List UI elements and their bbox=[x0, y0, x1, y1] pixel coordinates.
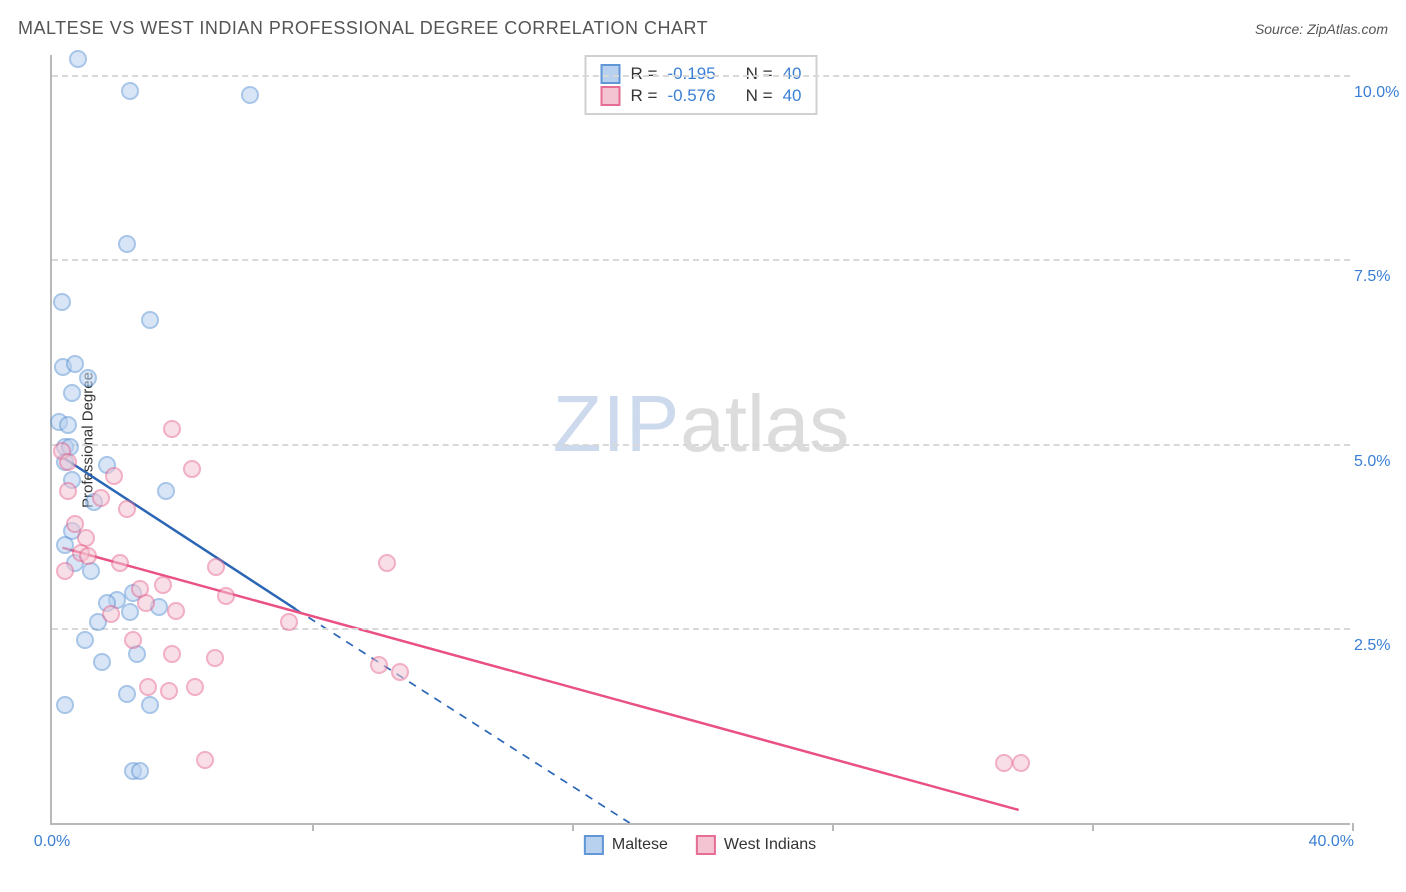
scatter-point bbox=[160, 682, 178, 700]
scatter-point bbox=[102, 605, 120, 623]
scatter-point bbox=[141, 696, 159, 714]
scatter-point bbox=[92, 489, 110, 507]
legend-r-value: -0.576 bbox=[667, 86, 715, 106]
y-tick-label: 5.0% bbox=[1354, 453, 1400, 471]
scatter-point bbox=[131, 762, 149, 780]
legend-correlation: R =-0.195N =40R =-0.576N =40 bbox=[585, 55, 818, 115]
legend-label: West Indians bbox=[724, 836, 816, 854]
legend-r-label: R = bbox=[631, 86, 658, 106]
page-title: MALTESE VS WEST INDIAN PROFESSIONAL DEGR… bbox=[18, 18, 708, 39]
scatter-point bbox=[154, 576, 172, 594]
y-tick-label: 7.5% bbox=[1354, 268, 1400, 286]
scatter-point bbox=[183, 460, 201, 478]
scatter-point bbox=[111, 554, 129, 572]
scatter-point bbox=[56, 562, 74, 580]
scatter-point bbox=[56, 696, 74, 714]
scatter-point bbox=[59, 453, 77, 471]
scatter-point bbox=[157, 482, 175, 500]
scatter-point bbox=[63, 384, 81, 402]
scatter-point bbox=[137, 594, 155, 612]
scatter-point bbox=[163, 645, 181, 663]
scatter-point bbox=[121, 82, 139, 100]
scatter-point bbox=[118, 685, 136, 703]
scatter-point bbox=[76, 631, 94, 649]
legend-n-label: N = bbox=[746, 86, 773, 106]
scatter-point bbox=[118, 235, 136, 253]
scatter-point bbox=[241, 86, 259, 104]
scatter-point bbox=[118, 500, 136, 518]
x-tick-mark bbox=[1352, 823, 1354, 831]
scatter-point bbox=[370, 656, 388, 674]
x-tick-mark bbox=[1092, 823, 1094, 831]
legend-series: Maltese West Indians bbox=[584, 835, 816, 855]
scatter-point bbox=[141, 311, 159, 329]
scatter-point bbox=[163, 420, 181, 438]
trendlines-layer bbox=[52, 55, 1350, 823]
watermark-atlas: atlas bbox=[680, 379, 849, 468]
scatter-point bbox=[139, 678, 157, 696]
x-tick-mark bbox=[832, 823, 834, 831]
scatter-point bbox=[59, 416, 77, 434]
legend-swatch bbox=[601, 86, 621, 106]
legend-label: Maltese bbox=[612, 836, 668, 854]
scatter-point bbox=[79, 547, 97, 565]
gridline-h bbox=[52, 75, 1350, 77]
legend-item: West Indians bbox=[696, 835, 816, 855]
x-tick-max: 40.0% bbox=[1309, 833, 1354, 851]
scatter-point bbox=[196, 751, 214, 769]
source-label: Source: ZipAtlas.com bbox=[1255, 21, 1388, 37]
scatter-point bbox=[66, 355, 84, 373]
legend-row: R = -0.576 N = 40 bbox=[601, 85, 802, 107]
scatter-point bbox=[69, 50, 87, 68]
scatter-point bbox=[105, 467, 123, 485]
gridline-h bbox=[52, 444, 1350, 446]
legend-n-value: 40 bbox=[783, 86, 802, 106]
scatter-point bbox=[1012, 754, 1030, 772]
watermark: ZIPatlas bbox=[553, 378, 849, 470]
scatter-point bbox=[121, 603, 139, 621]
scatter-point bbox=[207, 558, 225, 576]
x-tick-mark bbox=[572, 823, 574, 831]
legend-swatch bbox=[584, 835, 604, 855]
scatter-point bbox=[391, 663, 409, 681]
scatter-point bbox=[206, 649, 224, 667]
plot-region: ZIPatlas R =-0.195N =40R =-0.576N =40 0.… bbox=[50, 55, 1350, 825]
scatter-point bbox=[124, 631, 142, 649]
scatter-point bbox=[53, 293, 71, 311]
y-tick-label: 10.0% bbox=[1354, 84, 1400, 102]
scatter-point bbox=[280, 613, 298, 631]
scatter-point bbox=[93, 653, 111, 671]
x-tick-mark bbox=[312, 823, 314, 831]
scatter-point bbox=[378, 554, 396, 572]
watermark-zip: ZIP bbox=[553, 379, 680, 468]
y-tick-label: 2.5% bbox=[1354, 637, 1400, 655]
gridline-h bbox=[52, 259, 1350, 261]
header: MALTESE VS WEST INDIAN PROFESSIONAL DEGR… bbox=[18, 18, 1388, 39]
chart-area: Professional Degree ZIPatlas R =-0.195N … bbox=[50, 55, 1350, 825]
legend-swatch bbox=[696, 835, 716, 855]
scatter-point bbox=[59, 482, 77, 500]
legend-item: Maltese bbox=[584, 835, 668, 855]
x-tick-min: 0.0% bbox=[34, 833, 70, 851]
scatter-point bbox=[167, 602, 185, 620]
scatter-point bbox=[79, 369, 97, 387]
gridline-h bbox=[52, 628, 1350, 630]
scatter-point bbox=[217, 587, 235, 605]
scatter-point bbox=[186, 678, 204, 696]
